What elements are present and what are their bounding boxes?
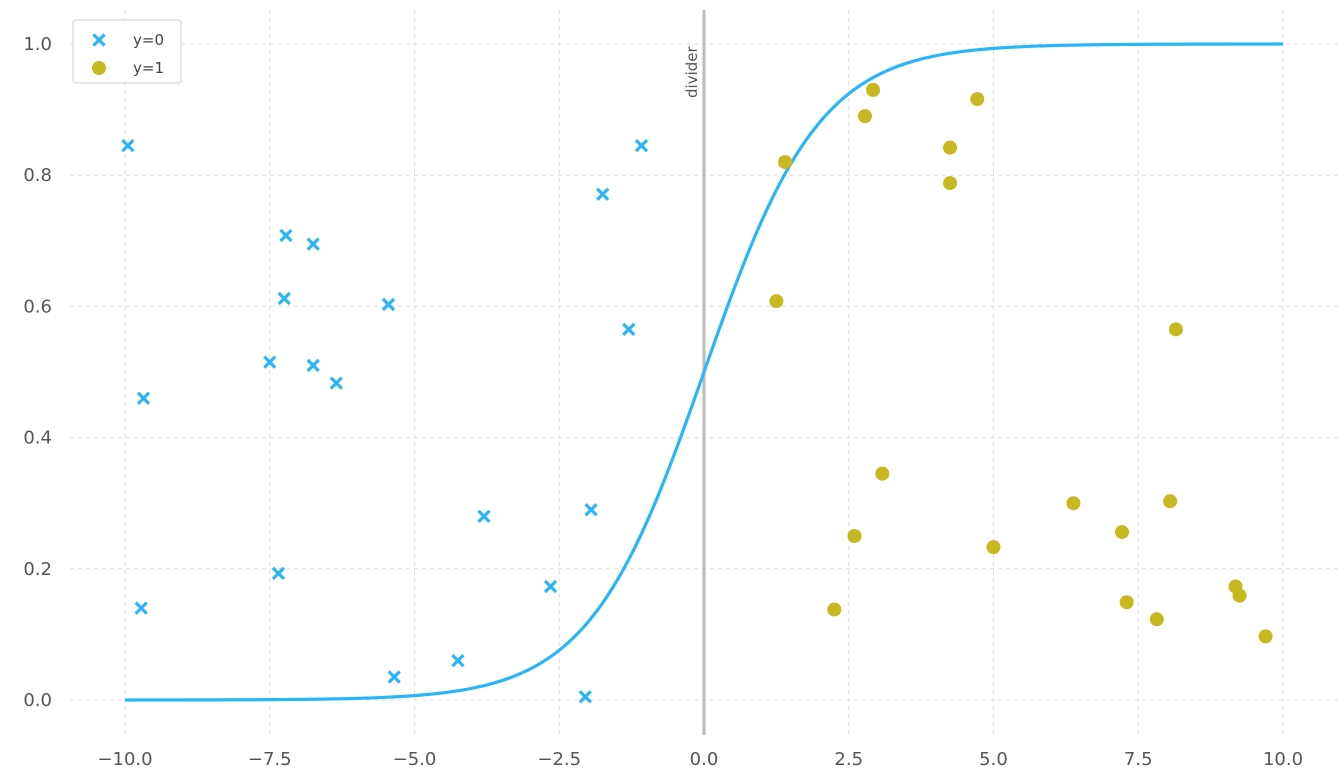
y-tick-label: 0.2 (23, 559, 52, 580)
sigmoid-curve-layer (125, 42, 1283, 702)
point-class-0 (381, 297, 396, 312)
point-class-1 (769, 294, 784, 309)
point-class-0 (134, 601, 148, 615)
point-class-1 (1232, 588, 1247, 603)
axis-tick-labels: −10.0 −7.5 −5.0 −2.5 0.0 2.5 5.0 7.5 10.0 0.0 0.2 0… (23, 34, 1303, 770)
point-class-0 (584, 503, 598, 517)
x-tick-label: −10.0 (97, 749, 152, 770)
point-class-0 (451, 654, 465, 668)
x-tick-label: −2.5 (537, 749, 581, 770)
legend-box (72, 19, 182, 84)
y-tick-label: 0.4 (23, 428, 52, 449)
point-class-0 (329, 376, 343, 390)
y-tick-label: 0.6 (23, 296, 52, 317)
x-tick-label: −7.5 (248, 749, 292, 770)
point-class-1 (1163, 494, 1178, 509)
x-tick-label: 2.5 (834, 749, 863, 770)
legend: y=0 y=1 (72, 19, 182, 84)
annotations: divider (683, 10, 706, 735)
point-class-1 (943, 140, 958, 155)
point-class-1 (857, 109, 872, 124)
point-class-0 (578, 690, 592, 704)
y-tick-label: 0.0 (23, 690, 52, 711)
x-tick-label: 10.0 (1263, 749, 1303, 770)
point-class-0 (543, 579, 558, 594)
point-class-1 (1168, 322, 1183, 337)
point-class-0 (263, 355, 277, 369)
point-class-1 (875, 466, 890, 481)
point-class-0 (477, 509, 491, 523)
point-class-0 (306, 237, 320, 251)
point-class-1 (827, 602, 842, 617)
point-class-1 (847, 529, 862, 543)
point-class-1 (1258, 629, 1273, 644)
point-class-0 (634, 139, 649, 153)
point-class-1 (1066, 496, 1081, 511)
y-tick-label: 0.8 (23, 165, 52, 186)
point-class-0 (387, 670, 401, 684)
point-class-0 (277, 291, 291, 306)
sigmoid-curve (125, 42, 1283, 702)
point-class-1 (866, 82, 881, 97)
legend-label: y=1 (133, 59, 164, 77)
point-class-0 (279, 228, 293, 243)
point-class-0 (271, 566, 286, 581)
point-class-0 (136, 391, 151, 405)
point-class-1 (1119, 595, 1134, 610)
x-tick-label: 7.5 (1124, 749, 1153, 770)
point-class-0 (596, 187, 610, 201)
x-tick-label: −5.0 (393, 749, 437, 770)
point-class-1 (1149, 612, 1164, 627)
x-tick-label: 5.0 (979, 749, 1008, 770)
legend-marker-y0 (92, 33, 106, 47)
point-class-1 (943, 176, 958, 191)
point-class-1 (1115, 525, 1130, 540)
legend-label: y=0 (133, 31, 164, 49)
legend-marker-y1 (92, 61, 106, 75)
point-class-1 (970, 92, 985, 107)
point-class-1 (778, 155, 793, 170)
y-tick-label: 1.0 (23, 34, 52, 55)
point-class-1 (986, 540, 1001, 555)
x-tick-label: 0.0 (690, 749, 719, 770)
point-class-0 (121, 139, 135, 153)
data-points (121, 82, 1273, 704)
divider-label: divider (683, 46, 701, 98)
point-class-0 (622, 322, 636, 336)
point-class-0 (306, 358, 320, 373)
